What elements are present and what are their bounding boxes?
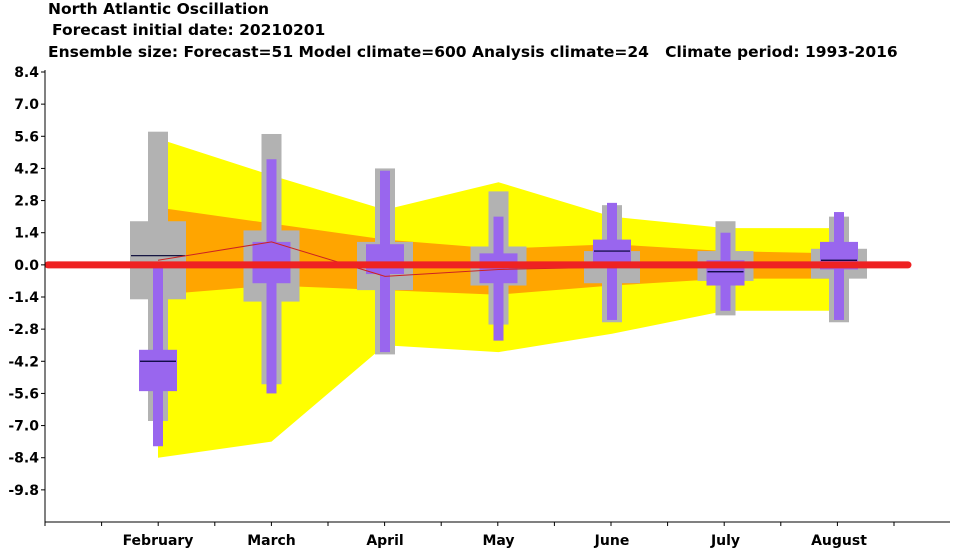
- y-tick-label: -5.6: [8, 386, 39, 402]
- x-tick-label: July: [710, 533, 740, 549]
- chart-title: North Atlantic Oscillation: [48, 0, 270, 18]
- y-tick-label: -1.4: [8, 290, 39, 306]
- y-tick-label: 0.0: [14, 258, 39, 274]
- y-tick-label: -4.2: [8, 354, 39, 370]
- x-tick-label: August: [811, 533, 867, 549]
- y-tick-label: -8.4: [8, 451, 39, 467]
- ensemble-info-subtitle: Ensemble size: Forecast=51 Model climate…: [48, 43, 898, 61]
- y-tick-label: 7.0: [14, 97, 39, 113]
- y-tick-label: 5.6: [14, 129, 39, 145]
- forecast-date-subtitle: Forecast initial date: 20210201: [52, 21, 326, 39]
- axes: 8.4 7.0 5.6 4.2 2.8 1.4 0.0 -1.4 -2.8 -4.2 -5.6 -7.…: [8, 65, 950, 549]
- y-tick-label: -9.8: [8, 483, 39, 499]
- y-tick-label: 2.8: [14, 194, 39, 210]
- forecast-box-february: [139, 349, 177, 392]
- x-tick-label: May: [482, 533, 514, 549]
- x-tick-label: April: [366, 533, 403, 549]
- y-tick-label: 8.4: [14, 65, 39, 81]
- x-tick-label: March: [247, 533, 296, 549]
- x-tick-label: February: [123, 533, 194, 549]
- y-tick-label: 1.4: [14, 226, 39, 242]
- y-tick-label: 4.2: [14, 161, 39, 177]
- y-tick-label: -7.0: [8, 419, 39, 435]
- x-tick-label: June: [594, 533, 630, 549]
- forecast-box-april: [366, 244, 404, 275]
- reference-lines: [44, 241, 912, 277]
- y-tick-label: -2.8: [8, 322, 39, 338]
